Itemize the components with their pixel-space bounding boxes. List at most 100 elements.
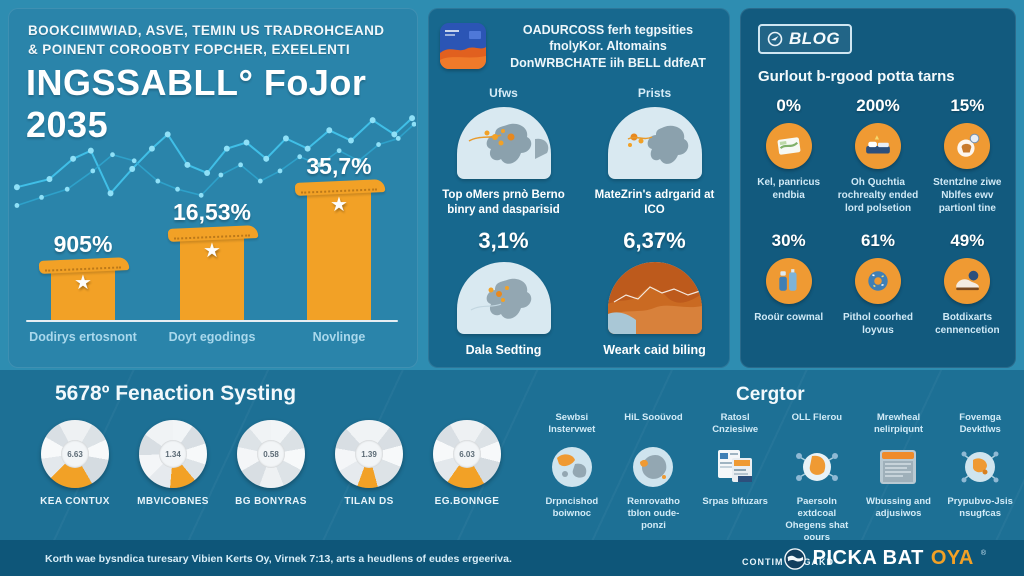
mid-title-line-2: fnolyKor. Altomains	[549, 39, 667, 54]
world-map-dome	[456, 107, 551, 179]
pie-graphic: 1.39	[335, 420, 403, 488]
world-map-art	[470, 278, 531, 319]
bottom-right-heading: Cergtor	[736, 384, 805, 405]
blog-logo-badge: BLOG	[758, 24, 853, 54]
stat-item: 0% Kel, panricus endbia	[746, 96, 831, 215]
stat-value: 200%	[856, 96, 900, 115]
star-icon: ★	[330, 194, 348, 216]
line-node-dot	[155, 178, 161, 184]
documents-icon	[712, 444, 758, 490]
pie-label: KEA CONTUX	[40, 496, 110, 507]
line-node-dot	[90, 168, 96, 174]
line-node-dot	[369, 117, 376, 124]
stats-grid: 0% Kel, panricus endbia 200% Oh Quchtia …	[746, 96, 1010, 337]
stat-caption: Kel, panricus endbia	[757, 177, 821, 201]
food-plate-icon	[944, 123, 991, 169]
bar: ★	[167, 225, 259, 320]
x-axis	[26, 320, 398, 322]
kicker-text: BOOKCIIMWIAD, ASVE, TEMIN US TRADROHCEAN…	[28, 22, 384, 60]
pie-graphic: 1.34	[139, 420, 207, 488]
bottles-icon	[765, 258, 812, 304]
stat-item: 49% Botdixarts cennencetion	[925, 231, 1010, 337]
bar-group-3: 35,7% ★	[292, 153, 386, 320]
map-caption: MateZrin's adrgarid at ICO	[594, 189, 715, 216]
map-caption: Top oMers prnò Berno binry and dasparisi…	[442, 189, 565, 216]
line-node-dot	[13, 184, 20, 191]
pie-label: EG.BONNGE	[434, 496, 500, 507]
pie-chart: 0.58 BG BONYRAS	[232, 420, 310, 507]
line-node-dot	[297, 154, 303, 160]
kicker-line-1: BOOKCIIMWIAD, ASVE, TEMIN US TRADROHCEAN…	[28, 23, 385, 38]
bar-value: 905%	[53, 231, 113, 257]
stat-caption: Botdixarts cennencetion	[935, 312, 1000, 336]
pie-label: TILAN DS	[344, 496, 394, 507]
line-node-dot	[164, 131, 171, 138]
pie-label: MBVICOBNES	[137, 496, 209, 507]
world-map-dome	[607, 107, 702, 179]
mid-column-right: Prists MateZrin's adrgarid at ICO 6,37%	[579, 86, 730, 357]
stat-value: 49%	[950, 231, 985, 250]
pie-center-value: 0.58	[257, 440, 285, 468]
line-node-dot	[263, 155, 270, 162]
line-node-dot	[326, 127, 333, 134]
feature-column: Sewbsi Instervwet Drpncishod boiwnoc	[534, 412, 610, 544]
line-node-dot	[238, 162, 243, 168]
mid-panel-grid: Ufws Top oMers prnò Berno binry and dasp…	[428, 86, 730, 357]
kicker-line-2: & POINENT COROOBTY FOPCHER, EXEELENTI	[28, 41, 351, 57]
line-node-dot	[204, 169, 211, 177]
bed-icon	[854, 123, 901, 169]
registered-mark: ®	[980, 550, 986, 557]
footer-bar: Korth wae bysndica turesary Vibien Kerts…	[0, 540, 1024, 576]
stat-value: 61%	[860, 231, 895, 250]
globe-europe-icon	[630, 444, 676, 490]
line-node-dot	[277, 168, 283, 174]
line-node-dot	[14, 203, 20, 208]
brand-logo: PICKA BAT OYA ®	[783, 547, 986, 570]
donut-icon	[854, 258, 901, 304]
line-node-dot	[46, 176, 53, 183]
column-label: Ufws	[489, 86, 518, 100]
feature-column: OLL Flerou Paersoln extdcoal Ohegens sha…	[779, 412, 855, 544]
bar-value: 35,7%	[306, 153, 372, 179]
stat-value: 3,1%	[478, 228, 529, 253]
line-node-dot	[376, 142, 381, 147]
line-node-dot	[348, 137, 354, 144]
line-node-dot	[395, 136, 401, 141]
line-node-dot	[64, 186, 70, 192]
bottom-section: 5678º Fenaction Systing Cergtor 6.63 KEA…	[0, 370, 1024, 543]
bar-group-1: 905% ★	[36, 231, 130, 320]
feature-top-label: HiL Sooüvod	[624, 412, 683, 423]
feature-top-label: Sewbsi Instervwet	[548, 412, 596, 435]
panel-maps-stats: OADURCOSS ferh tegpsities fnolyKor. Alto…	[428, 8, 730, 368]
line-node-dot	[70, 155, 77, 162]
panel-headline-barchart: BOOKCIIMWIAD, ASVE, TEMIN US TRADROHCEAN…	[8, 8, 418, 368]
line-node-dot	[148, 145, 155, 152]
pie-graphic: 6.63	[41, 420, 109, 488]
blog-logo-icon	[767, 31, 783, 47]
pie-chart: 1.39 TILAN DS	[330, 420, 408, 507]
bottom-left-heading: 5678º Fenaction Systing	[55, 382, 297, 405]
line-node-dot	[223, 145, 230, 152]
feature-columns: Sewbsi Instervwet Drpncishod boiwnoc HiL…	[534, 412, 1018, 544]
bar-label-3: Novlinge	[312, 330, 366, 344]
pie-graphic: 6.03	[433, 420, 501, 488]
feature-caption: Paersoln extdcoal Ohegens shat oours	[785, 496, 849, 543]
stat-value: 0%	[776, 96, 801, 115]
stat-value: 30%	[771, 231, 806, 250]
feature-top-label: OLL Flerou	[791, 412, 843, 423]
stat-item: 200% Oh Quchtia rochrealty ended lord po…	[835, 96, 920, 215]
line-node-dot	[336, 148, 342, 154]
mid-column-left: Ufws Top oMers prnò Berno binry and dasp…	[428, 86, 579, 357]
line-node-dot	[107, 190, 114, 197]
feature-top-label: Mrewheal nelirpiqunt	[873, 412, 924, 435]
feature-caption: Renrovatho tblon oude-ponzi	[627, 496, 680, 531]
feature-caption: Prypubvo-Jsis nsugfcas	[947, 496, 1013, 519]
column-label: Prists	[637, 86, 672, 100]
shoe-icon	[944, 258, 991, 304]
mini-chart-thumbnail-icon	[440, 23, 486, 70]
line-node-dot	[218, 172, 224, 178]
globe-icon	[783, 547, 806, 570]
feature-column: HiL Sooüvod Renrovatho tblon oude-ponzi	[616, 412, 692, 544]
map-caption: Weark caid biling	[603, 343, 706, 357]
